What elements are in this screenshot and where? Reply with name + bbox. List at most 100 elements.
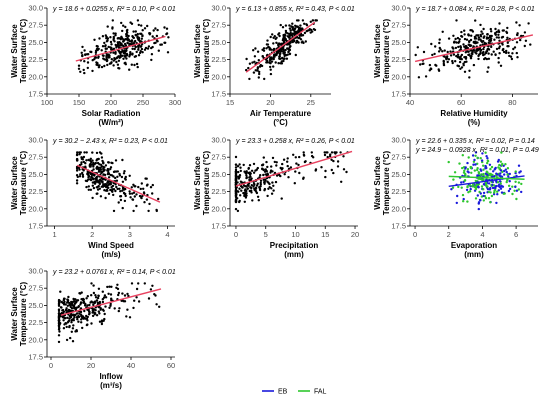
data-point <box>464 46 467 50</box>
data-point <box>243 200 246 203</box>
data-point <box>258 188 262 192</box>
data-point <box>95 299 99 302</box>
y-axis-title: Temperature (°C) <box>202 150 211 215</box>
data-point <box>488 163 492 166</box>
data-point <box>498 163 501 167</box>
y-axis-title: Temperature (°C) <box>19 281 28 346</box>
data-point <box>137 54 141 57</box>
data-point <box>493 188 497 192</box>
data-point <box>101 177 104 181</box>
data-point <box>272 189 275 192</box>
data-point <box>251 199 254 202</box>
y-tick-label: 25.0 <box>391 38 406 47</box>
x-tick-label: 10 <box>291 230 299 239</box>
data-point <box>463 33 466 36</box>
data-point <box>274 61 277 64</box>
data-point <box>84 179 88 182</box>
data-point <box>123 294 127 297</box>
data-point <box>77 320 80 323</box>
data-point <box>283 51 286 54</box>
data-point <box>133 47 136 51</box>
data-point <box>473 158 476 162</box>
data-point <box>416 46 419 49</box>
data-point <box>451 186 455 189</box>
data-point <box>490 53 493 56</box>
data-point <box>268 61 271 64</box>
data-point <box>278 52 281 56</box>
data-point <box>97 55 100 58</box>
data-point <box>438 41 441 45</box>
data-point <box>279 57 282 60</box>
data-point <box>98 187 102 190</box>
data-point <box>513 189 516 192</box>
data-point <box>65 338 69 342</box>
data-point <box>95 192 98 195</box>
data-point <box>123 50 126 53</box>
data-point <box>153 41 156 45</box>
data-point <box>442 63 446 67</box>
data-point <box>245 57 248 61</box>
data-point <box>106 63 109 67</box>
data-point <box>459 55 462 58</box>
data-point <box>257 76 260 79</box>
data-point <box>480 40 484 44</box>
data-point <box>134 33 137 37</box>
data-point <box>125 33 128 36</box>
data-point <box>273 35 276 38</box>
data-point <box>508 180 511 183</box>
data-point <box>493 168 496 171</box>
data-point <box>120 175 124 179</box>
data-point <box>114 34 117 37</box>
data-point <box>476 174 479 177</box>
data-point <box>461 154 464 157</box>
data-point <box>97 294 100 297</box>
data-point <box>517 164 521 167</box>
regression-equation: y = 6.13 + 0.855 x, R² = 0.43, P < 0.01 <box>235 6 355 13</box>
data-point <box>422 50 426 54</box>
data-point <box>153 293 156 296</box>
data-point <box>141 51 144 54</box>
data-point <box>256 66 260 69</box>
y-tick-label: 17.5 <box>28 222 43 231</box>
data-point <box>91 184 95 187</box>
data-point <box>91 314 95 318</box>
data-point <box>467 53 470 57</box>
data-point <box>480 159 484 162</box>
data-point <box>98 151 102 154</box>
data-point <box>121 49 124 52</box>
data-point <box>80 157 84 161</box>
data-point <box>114 159 118 162</box>
data-point <box>107 180 110 183</box>
data-point <box>61 315 65 318</box>
data-point <box>518 24 521 27</box>
data-point <box>435 64 438 67</box>
data-point <box>515 197 518 201</box>
data-point <box>66 321 70 324</box>
data-point <box>69 315 72 318</box>
y-tick-label: 27.5 <box>211 21 226 30</box>
data-point <box>68 317 71 320</box>
data-point <box>102 173 105 176</box>
data-point <box>482 174 485 177</box>
data-point <box>91 196 94 200</box>
data-point <box>469 55 473 59</box>
data-point <box>137 46 140 49</box>
data-point <box>459 48 462 51</box>
data-point <box>483 183 486 186</box>
data-point <box>486 185 489 188</box>
data-point <box>471 185 474 188</box>
data-point <box>447 37 451 40</box>
data-point <box>245 174 248 177</box>
data-point <box>511 192 514 196</box>
regression-equation: y = 18.6 + 0.0255 x, R² = 0.10, P < 0.01 <box>52 6 176 13</box>
data-point <box>76 151 79 154</box>
data-point <box>309 20 312 23</box>
x-tick-label: 60 <box>457 98 465 107</box>
x-tick-label: 20 <box>351 230 359 239</box>
data-point <box>82 68 85 72</box>
data-point <box>128 174 131 177</box>
x-tick-label: 20 <box>87 361 95 370</box>
data-point <box>155 303 158 306</box>
data-point <box>278 34 281 38</box>
data-point <box>152 29 155 32</box>
